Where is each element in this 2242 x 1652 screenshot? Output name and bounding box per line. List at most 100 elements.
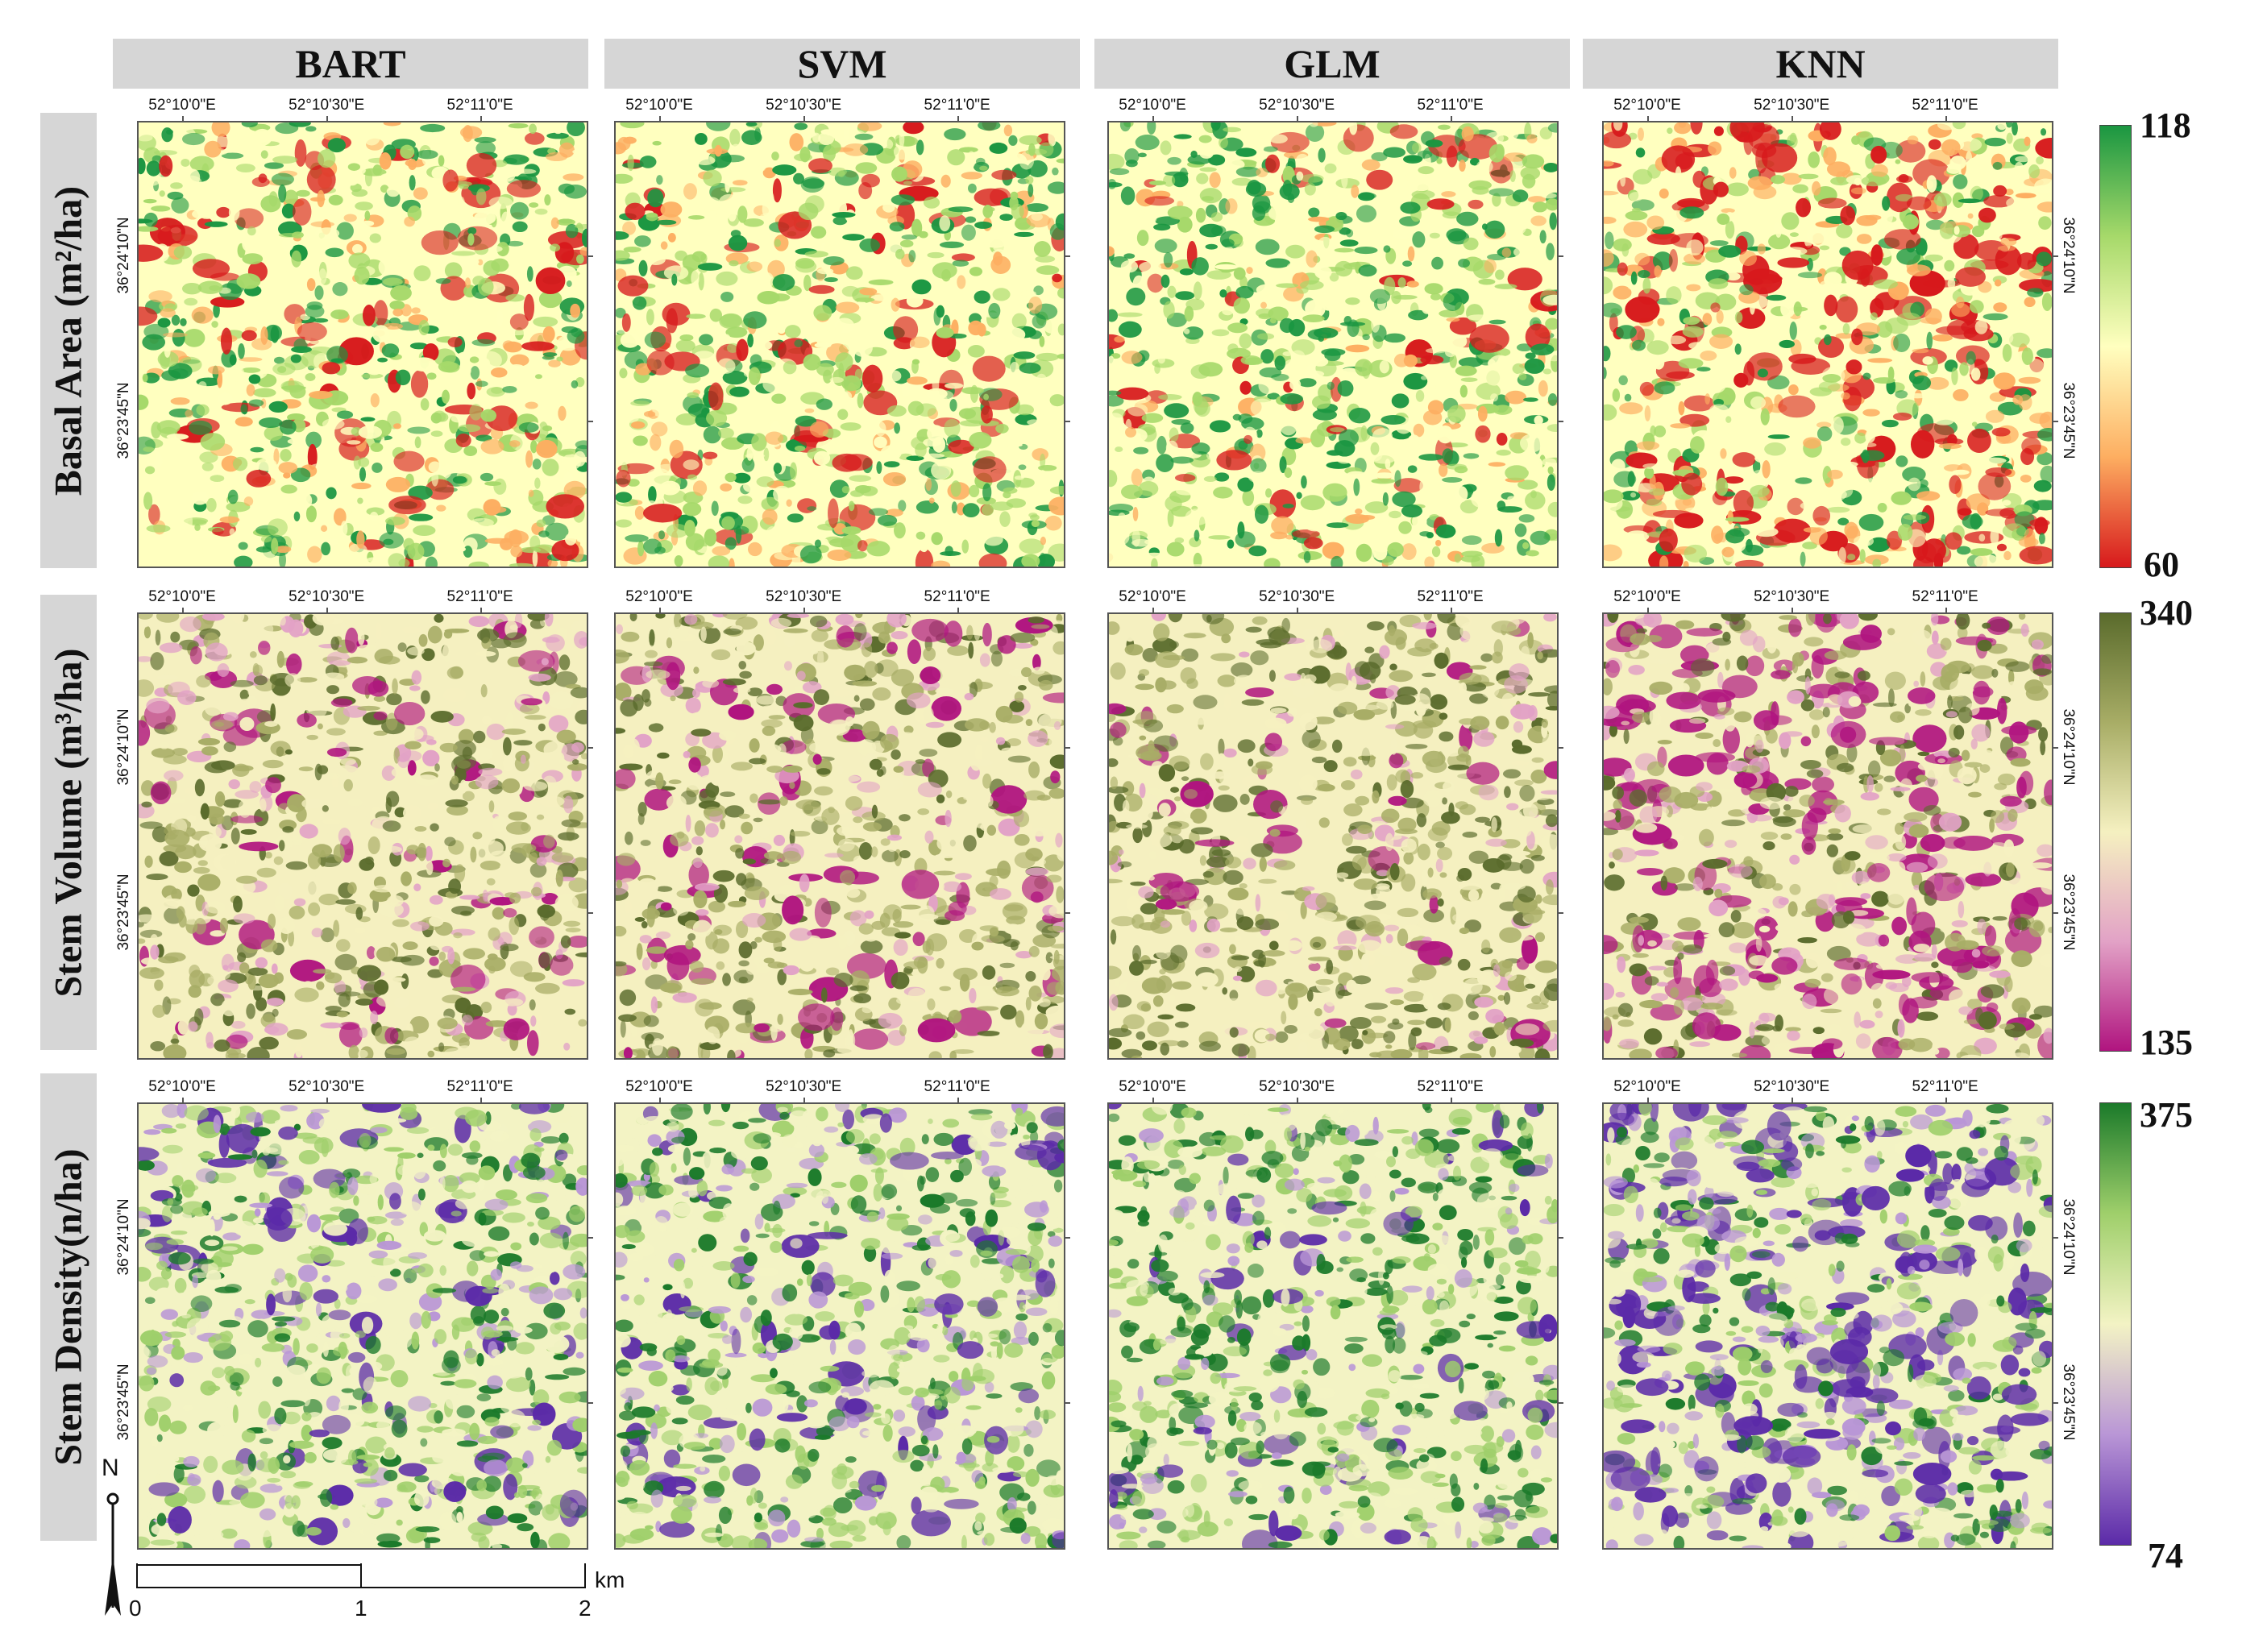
row-label: Stem Volume (m³/ha) [47, 647, 90, 998]
tick [1945, 608, 1947, 612]
map-basal-area-knn [1602, 121, 2053, 568]
lon-label: 52°10'30"E [766, 588, 842, 605]
legend-bar-basal-area [2099, 125, 2132, 568]
lat-label: 36°24'10"N [115, 216, 132, 294]
tick [1065, 1236, 1070, 1239]
tick [957, 116, 959, 121]
scale-unit: km [595, 1567, 625, 1592]
column-header-svm: SVM [604, 39, 1080, 89]
scale-bar [135, 1563, 587, 1596]
tick [588, 255, 593, 257]
lat-label: 36°23'45"N [2060, 874, 2077, 951]
map-stem-volume-glm [1107, 612, 1559, 1060]
tick [326, 116, 329, 121]
map-stem-density-glm [1107, 1102, 1559, 1550]
lat-label: 36°23'45"N [2060, 1364, 2077, 1441]
lon-label: 52°10'0"E [148, 588, 216, 605]
tick [957, 1098, 959, 1102]
lat-label: 36°24'10"N [115, 708, 132, 786]
lon-label: 52°10'30"E [289, 1078, 365, 1095]
row-label: Basal Area (m²/ha) [47, 185, 90, 496]
lon-label: 52°10'30"E [1754, 97, 1830, 114]
lon-label: 52°10'30"E [1754, 588, 1830, 605]
row-header-stem-volume: Stem Volume (m³/ha) [40, 595, 97, 1050]
tick [326, 1098, 329, 1102]
tick [326, 608, 329, 612]
lon-label: 52°10'30"E [289, 97, 365, 114]
tick [1647, 116, 1649, 121]
north-arrow-icon [105, 1492, 121, 1616]
map-basal-area-bart [137, 121, 588, 568]
lon-label: 52°10'30"E [289, 588, 365, 605]
tick [182, 608, 184, 612]
lon-label: 52°10'0"E [625, 588, 693, 605]
row-label: Stem Density(n/ha) [47, 1148, 90, 1466]
tick [2053, 911, 2058, 914]
map-basal-area-svm [614, 121, 1065, 568]
lon-label: 52°10'30"E [1754, 1078, 1830, 1095]
tick [1559, 746, 1563, 749]
map-stem-volume-bart [137, 612, 588, 1060]
lon-label: 52°10'30"E [1259, 97, 1335, 114]
map-stem-density-knn [1602, 1102, 2053, 1550]
tick [2053, 255, 2058, 257]
lon-label: 52°10'0"E [1613, 1078, 1681, 1095]
tick [1065, 420, 1070, 422]
tick [659, 1098, 661, 1102]
lon-label: 52°10'0"E [148, 97, 216, 114]
tick [1792, 608, 1794, 612]
lon-label: 52°11'0"E [1912, 97, 1978, 114]
lat-label: 36°23'45"N [115, 1364, 132, 1441]
tick [588, 746, 593, 749]
tick [1792, 116, 1794, 121]
tick [659, 608, 661, 612]
lon-label: 52°11'0"E [1912, 1078, 1978, 1095]
tick [480, 116, 482, 121]
tick [1065, 911, 1070, 914]
tick [480, 1098, 482, 1102]
tick [1647, 608, 1649, 612]
tick [1945, 116, 1947, 121]
tick [1152, 1098, 1154, 1102]
legend-max-stem-density: 375 [2140, 1095, 2193, 1135]
tick [1450, 608, 1452, 612]
legend-bar-stem-volume [2099, 612, 2132, 1052]
scale-label-0: 0 [129, 1596, 142, 1621]
scale-bar-graphic [136, 1563, 586, 1588]
lon-label: 52°11'0"E [1417, 97, 1484, 114]
tick [588, 1236, 593, 1239]
lon-label: 52°10'0"E [1119, 588, 1186, 605]
tick [957, 608, 959, 612]
tick [1297, 608, 1299, 612]
lon-label: 52°10'30"E [766, 97, 842, 114]
map-stem-volume-knn [1602, 612, 2053, 1060]
map-stem-density-svm [614, 1102, 1065, 1550]
north-label: N [102, 1455, 119, 1481]
tick [1559, 420, 1563, 422]
tick [2053, 746, 2058, 749]
legend-max-stem-volume: 340 [2140, 593, 2193, 633]
lat-label: 36°23'45"N [115, 382, 132, 459]
column-header-knn: KNN [1583, 39, 2058, 89]
legend-max-basal-area: 118 [2140, 106, 2191, 145]
lat-label: 36°23'45"N [115, 874, 132, 951]
scale-label-1: 1 [355, 1596, 367, 1621]
tick [588, 1401, 593, 1404]
map-stem-density-bart [137, 1102, 588, 1550]
lat-label: 36°23'45"N [2060, 382, 2077, 459]
lon-label: 52°11'0"E [924, 97, 990, 114]
row-header-basal-area: Basal Area (m²/ha) [40, 113, 97, 568]
column-header-bart: BART [113, 39, 588, 89]
lon-label: 52°11'0"E [924, 588, 990, 605]
tick [1065, 1401, 1070, 1404]
map-basal-area-glm [1107, 121, 1559, 568]
lon-label: 52°10'30"E [766, 1078, 842, 1095]
lat-label: 36°24'10"N [2060, 708, 2077, 786]
row-header-stem-density: Stem Density(n/ha) [40, 1073, 97, 1541]
tick [2053, 1401, 2058, 1404]
tick [1792, 1098, 1794, 1102]
tick [182, 116, 184, 121]
lon-label: 52°10'0"E [148, 1078, 216, 1095]
tick [1450, 116, 1452, 121]
lon-label: 52°10'0"E [1613, 588, 1681, 605]
